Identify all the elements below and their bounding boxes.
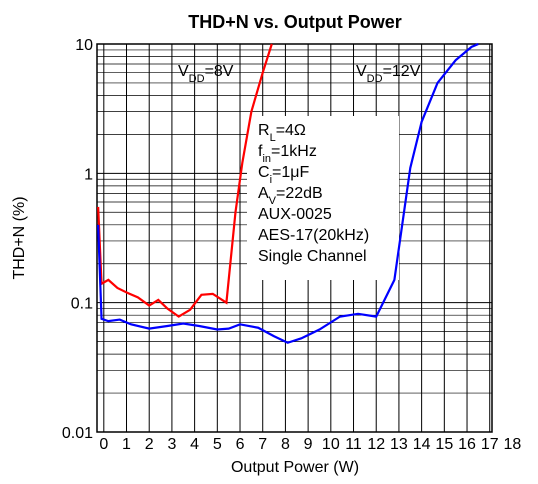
annotation: VDD=12V: [356, 63, 421, 85]
annotation: RL=4Ω: [258, 122, 306, 144]
annotation-part: V: [178, 63, 189, 80]
x-tick-label: 5: [213, 436, 222, 453]
x-tick-label: 13: [390, 436, 408, 453]
annotation-box: [247, 116, 399, 280]
annotation-subscript: L: [270, 132, 276, 144]
x-tick-label: 11: [345, 436, 362, 453]
annotation-part: Single Channel: [258, 248, 367, 265]
annotation-part: =22dB: [276, 185, 323, 202]
x-tick-label: 18: [504, 436, 522, 453]
x-tick-label: 4: [190, 436, 199, 453]
y-axis-label: THD+N (%): [11, 196, 28, 279]
x-tick-label: 3: [167, 436, 176, 453]
annotation: AES-17(20kHz): [258, 227, 369, 244]
annotation: VDD=8V: [178, 63, 234, 85]
plot-frame: [96, 43, 493, 433]
annotation: fin=1kHz: [258, 143, 317, 165]
line: [97, 42, 479, 344]
x-tick-label: 14: [413, 436, 431, 453]
annotation-part: =4Ω: [276, 122, 306, 139]
annotation-part: =12V: [383, 63, 421, 80]
x-tick-label: 2: [145, 436, 154, 453]
x-tick-label: 15: [435, 436, 453, 453]
y-tick-label: 10: [75, 37, 93, 54]
annotation-subscript: in: [262, 153, 271, 165]
line: [97, 43, 273, 318]
chart-title: THD+N vs. Output Power: [188, 12, 402, 32]
annotation-subscript: DD: [367, 73, 383, 85]
annotation-part: AUX-0025: [258, 206, 332, 223]
y-tick-label: 0.1: [71, 296, 93, 313]
x-tick-label: 10: [322, 436, 340, 453]
annotation-part: =1μF: [272, 164, 309, 181]
y-tick-label: 0.01: [62, 425, 93, 442]
x-tick-label: 6: [236, 436, 245, 453]
annotation-part: V: [356, 63, 367, 80]
x-tick-label: 16: [458, 436, 476, 453]
annotation-part: C: [258, 164, 270, 181]
x-tick-label: 12: [367, 436, 385, 453]
annotation-part: A: [258, 185, 269, 202]
annotation-subscript: i: [270, 174, 272, 186]
x-tick-label: 8: [281, 436, 290, 453]
annotation-part: AES-17(20kHz): [258, 227, 369, 244]
x-tick-label: 9: [304, 436, 313, 453]
x-tick-label: 1: [122, 436, 131, 453]
x-tick-label: 7: [258, 436, 267, 453]
x-axis-label: Output Power (W): [231, 459, 359, 476]
x-tick-label: 0: [99, 436, 108, 453]
annotation-subscript: V: [269, 195, 277, 207]
x-tick-label: 17: [481, 436, 499, 453]
annotation: Single Channel: [258, 248, 367, 265]
annotation-part: R: [258, 122, 270, 139]
annotation: AUX-0025: [258, 206, 332, 223]
y-tick-label: 1: [84, 166, 93, 183]
annotation-subscript: DD: [189, 73, 205, 85]
annotation-part: =8V: [205, 63, 234, 80]
annotation-part: f: [258, 143, 263, 160]
annotation: Ci=1μF: [258, 164, 309, 186]
annotation: AV=22dB: [258, 185, 323, 207]
annotation-part: =1kHz: [271, 143, 317, 160]
